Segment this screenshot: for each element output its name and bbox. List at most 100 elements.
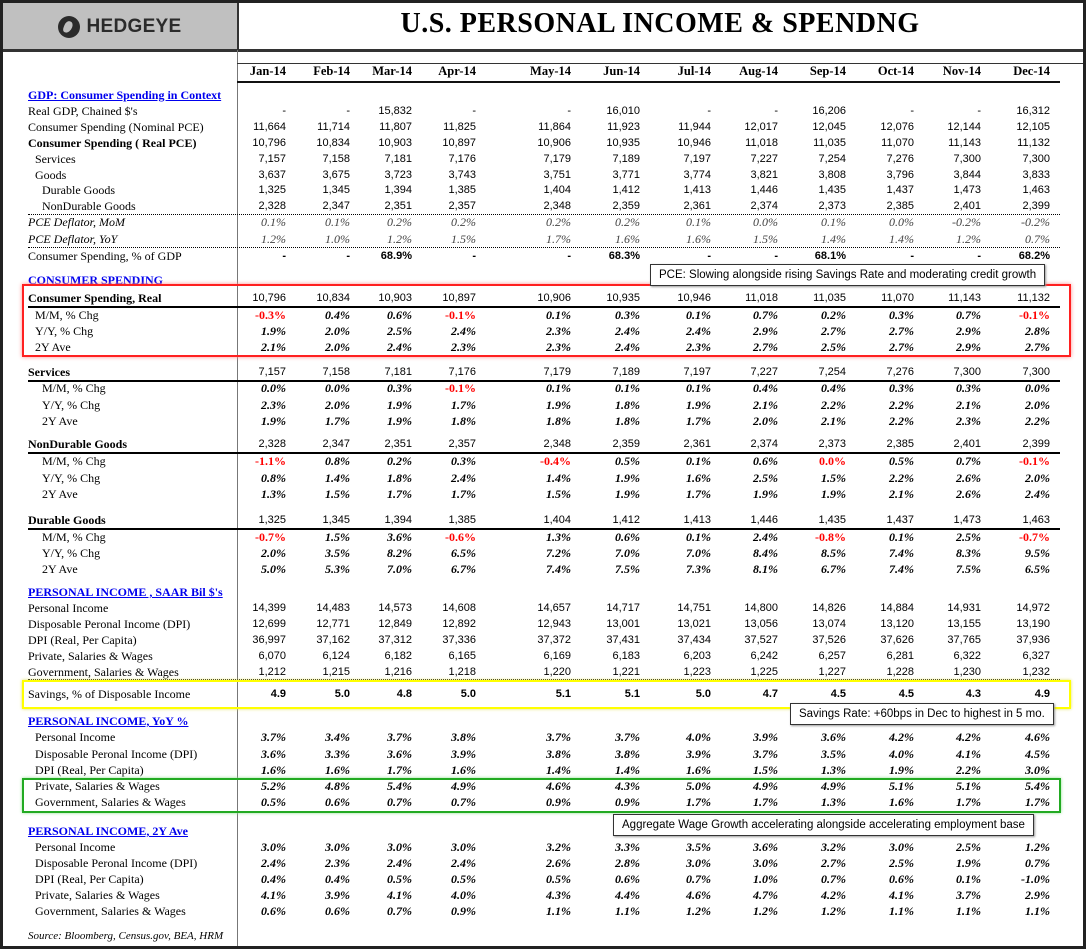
value-cell: 0.2%	[451, 215, 476, 229]
value-cell: 2.6%	[546, 856, 571, 870]
value-cell: 3.5%	[821, 747, 846, 761]
value-cell: 0.4%	[753, 381, 778, 395]
value-cell: 6.7%	[451, 562, 476, 576]
value-cell: 7,300	[1022, 153, 1050, 165]
month-header: Oct-14	[877, 64, 914, 78]
value-cell: 3.0%	[753, 856, 778, 870]
value-cell: 14,884	[880, 602, 914, 614]
value-cell: -	[567, 250, 571, 262]
value-cell: 11,070	[881, 137, 914, 149]
value-cell: 12,892	[442, 618, 476, 630]
table-row: M/M, % Chg -1.1% 0.8% 0.2% 0.3% -0.4% 0.5% 0.1%…	[0, 453, 1080, 469]
value-cell: 5.0	[695, 688, 711, 700]
value-cell: 1,227	[818, 666, 846, 678]
row-label: Y/Y, % Chg	[42, 398, 101, 412]
table-row: Savings, % of Disposable Income 4.9 5.0 4.8…	[0, 686, 1080, 702]
savings-highlight-box	[22, 680, 1071, 709]
value-cell: 11,807	[379, 121, 412, 133]
value-cell: 4.3%	[615, 779, 640, 793]
section-header[interactable]: PERSONAL INCOME , SAAR Bil $'s	[28, 585, 223, 599]
value-cell: 1.6%	[686, 763, 711, 777]
section-header[interactable]: CONSUMER SPENDING	[28, 273, 164, 287]
value-cell: 6.5%	[451, 546, 476, 560]
value-cell: 1,325	[258, 184, 286, 196]
value-cell: 12,849	[378, 618, 412, 630]
value-cell: 5.1	[555, 688, 571, 700]
section-header[interactable]: PERSONAL INCOME, YoY %	[28, 714, 189, 728]
value-cell: 13,120	[880, 618, 914, 630]
value-cell: 4.0%	[451, 888, 476, 902]
value-cell: 0.1%	[821, 215, 846, 229]
value-cell: 2.0%	[325, 398, 350, 412]
value-cell: 10,903	[378, 137, 412, 149]
row-label: Government, Salaries & Wages	[35, 904, 186, 918]
value-cell: 37,527	[744, 634, 778, 646]
section-header[interactable]: PERSONAL INCOME, 2Y Ave	[28, 824, 189, 838]
value-cell: 10,935	[606, 292, 640, 304]
value-cell: 6,169	[543, 650, 571, 662]
value-cell: 11,923	[607, 121, 640, 133]
value-cell: 3,844	[953, 169, 981, 181]
value-cell: 2.3%	[261, 398, 286, 412]
value-cell: 2,328	[258, 438, 286, 450]
value-cell: 1.9%	[753, 487, 778, 501]
table-row: M/M, % Chg -0.7% 1.5% 3.6% -0.6% 1.3% 0.6% 0.1%…	[0, 529, 1080, 545]
value-cell: 2.2%	[821, 398, 846, 412]
value-cell: 37,336	[442, 634, 476, 646]
value-cell: 3.6%	[753, 840, 778, 854]
row-label: Services	[35, 152, 76, 166]
value-cell: 1,230	[953, 666, 981, 678]
section-header[interactable]: GDP: Consumer Spending in Context	[28, 88, 222, 102]
value-cell: 37,372	[537, 634, 571, 646]
value-cell: 0.5%	[546, 872, 571, 886]
value-cell: 7,157	[258, 153, 286, 165]
table-row: Y/Y, % Chg 2.3% 2.0% 1.9% 1.7% 1.9% 1.8% 1.9% 2.…	[0, 397, 1080, 413]
value-cell: 0.3%	[956, 381, 981, 395]
value-cell: 14,800	[744, 602, 778, 614]
value-cell: 5.2%	[261, 779, 286, 793]
value-cell: 2.2%	[889, 471, 914, 485]
value-cell: 0.0%	[325, 381, 350, 395]
value-cell: 10,935	[606, 137, 640, 149]
row-label: M/M, % Chg	[42, 454, 106, 468]
value-cell: 14,972	[1016, 602, 1050, 614]
value-cell: 3.7%	[753, 747, 778, 761]
page-title: U.S. PERSONAL INCOME & SPENDNG	[400, 8, 920, 39]
month-header: Sep-14	[809, 64, 846, 78]
value-cell: 10,834	[316, 137, 350, 149]
value-cell: 13,001	[606, 618, 640, 630]
value-cell: 11,018	[745, 137, 778, 149]
dotted-divider	[28, 247, 1060, 248]
value-cell: 2,348	[543, 438, 571, 450]
value-cell: 4.9	[1034, 688, 1050, 700]
value-cell: 0.4%	[325, 872, 350, 886]
value-cell: 7,189	[612, 366, 640, 378]
value-cell: 12,105	[1016, 121, 1050, 133]
value-cell: 1.7%	[546, 232, 571, 246]
value-cell: 4.9%	[451, 779, 476, 793]
value-cell: 1.7%	[325, 414, 350, 428]
table-row: Durable Goods 1,325 1,345 1,394 1,385 1,404 1,…	[0, 512, 1080, 528]
month-header: Nov-14	[942, 64, 981, 78]
value-cell: 2,361	[683, 200, 711, 212]
value-cell: 1.7%	[451, 487, 476, 501]
value-cell: 5.0%	[261, 562, 286, 576]
value-cell: 2.4%	[1025, 487, 1050, 501]
table-row: Personal Income 14,399 14,483 14,573 14,608 1…	[0, 600, 1080, 616]
value-cell: 37,312	[378, 634, 412, 646]
value-cell: 2,374	[750, 438, 778, 450]
value-cell: 4.2%	[821, 888, 846, 902]
value-cell: 11,035	[813, 292, 846, 304]
value-cell: 14,399	[252, 602, 286, 614]
value-cell: 4.3	[965, 688, 981, 700]
value-cell: 2.8%	[615, 856, 640, 870]
value-cell: 12,045	[812, 121, 846, 133]
value-cell: 2,399	[1022, 438, 1050, 450]
value-cell: 2.1%	[956, 398, 981, 412]
value-cell: 16,206	[812, 105, 846, 117]
value-cell: 10,906	[537, 292, 571, 304]
value-cell: 6,182	[384, 650, 412, 662]
value-cell: 3.0%	[261, 840, 286, 854]
value-cell: 1.5%	[325, 530, 350, 544]
value-cell: 14,573	[378, 602, 412, 614]
